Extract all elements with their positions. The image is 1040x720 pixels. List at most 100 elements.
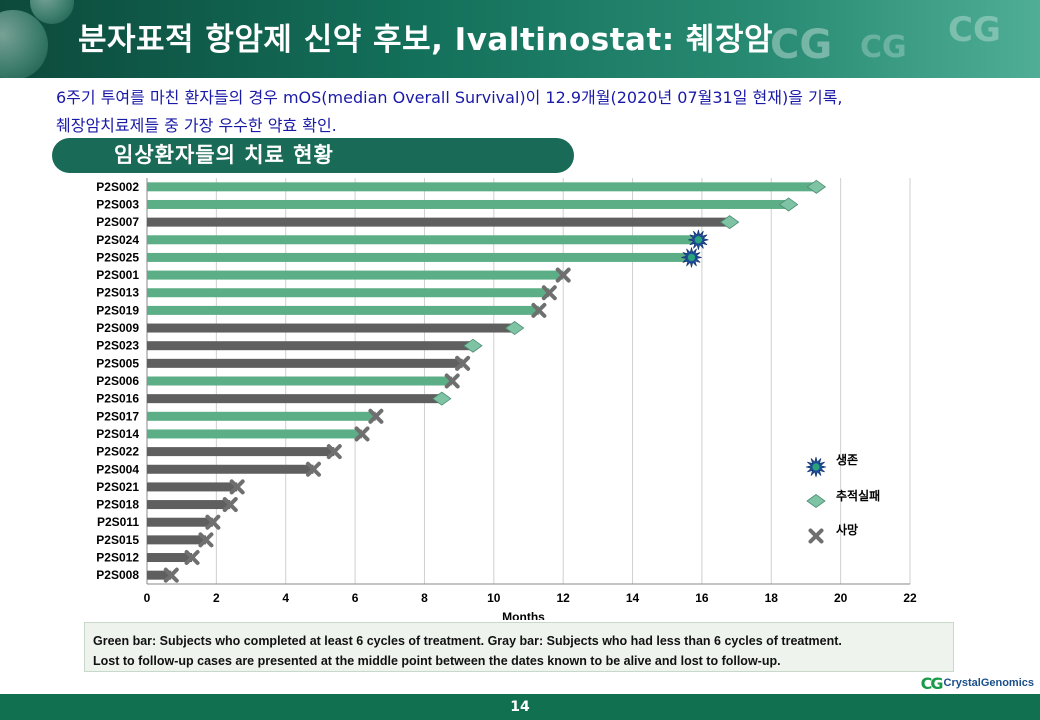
y-tick-label: P2S011 (97, 515, 139, 529)
death-marker-stroke (222, 497, 238, 513)
y-tick-label: P2S012 (96, 551, 139, 565)
y-tick-label: P2S022 (96, 445, 139, 459)
y-tick-label: P2S015 (96, 533, 139, 547)
y-tick-label: P2S009 (96, 321, 139, 335)
y-tick-label: P2S006 (96, 374, 139, 388)
y-tick-label: P2S001 (96, 268, 139, 282)
lost-marker (432, 391, 452, 406)
bar-p2s021 (147, 482, 238, 492)
brand-logo: CG CrystalGenomics (920, 673, 1034, 693)
death-marker-stroke (163, 567, 179, 583)
death-marker-stroke (205, 514, 221, 530)
x-tick-label: 4 (282, 591, 289, 605)
legend-label: 사망 (836, 522, 858, 537)
logo-watermark-icon: CG (770, 22, 833, 68)
intro-text: 6주기 투여를 마친 환자들의 경우 mOS(median Overall Su… (56, 84, 996, 140)
bar-p2s012 (147, 553, 193, 563)
y-tick-label: P2S008 (96, 568, 139, 582)
y-tick-label: P2S004 (96, 462, 139, 476)
death-marker-stroke (531, 302, 547, 318)
death-marker-stroke (198, 532, 214, 548)
lost-marker (719, 215, 740, 230)
y-tick-label: P2S013 (96, 286, 139, 300)
y-tick-label: P2S014 (96, 427, 139, 441)
bar-p2s022 (147, 447, 335, 457)
x-axis-label: Months (502, 610, 545, 620)
lost-marker (463, 338, 483, 353)
brand-mark-icon: CG (920, 673, 944, 693)
footnote-line: Green bar: Subjects who completed at lea… (93, 634, 842, 648)
legend-survive-icon-core (812, 463, 820, 471)
bar-p2s017 (147, 411, 376, 421)
section-title: 임상환자들의 치료 현황 (52, 138, 574, 173)
x-tick-label: 22 (903, 591, 917, 605)
y-tick-label: P2S017 (96, 409, 139, 423)
x-tick-label: 10 (487, 591, 501, 605)
death-marker-stroke (368, 408, 384, 424)
y-tick-label: P2S019 (96, 303, 139, 317)
y-tick-label: P2S016 (96, 392, 139, 406)
death-marker-stroke (305, 461, 321, 477)
death-marker-stroke (326, 444, 342, 460)
death-marker-stroke (541, 285, 557, 301)
bar-p2s018 (147, 500, 231, 510)
bar-p2s019 (147, 305, 539, 315)
bar-p2s002 (147, 182, 817, 192)
bar-p2s003 (147, 199, 789, 209)
x-tick-label: 14 (626, 591, 640, 605)
bar-p2s015 (147, 535, 206, 545)
survive-marker-core (694, 236, 703, 244)
footer-bar: 14 (0, 694, 1040, 720)
intro-line: 췌장암치료제들 중 가장 우수한 약효 확인. (56, 116, 337, 135)
header-banner: CG CG CG 분자표적 항암제 신약 후보, Ivaltinostat: 췌… (0, 0, 1040, 78)
x-tick-label: 0 (144, 591, 151, 605)
page-number: 14 (510, 699, 530, 715)
y-tick-label: P2S021 (96, 480, 139, 494)
x-tick-label: 12 (557, 591, 571, 605)
death-marker-stroke (229, 479, 245, 495)
x-tick-label: 18 (765, 591, 779, 605)
death-marker-stroke (444, 373, 460, 389)
logo-watermark-icon: CG (860, 30, 907, 65)
bar-p2s005 (147, 358, 463, 368)
x-tick-label: 2 (213, 591, 220, 605)
death-marker-stroke (555, 267, 571, 283)
legend-label: 생존 (836, 452, 858, 467)
survive-marker-core (687, 253, 696, 262)
y-tick-label: P2S005 (96, 356, 139, 370)
bar-p2s025 (147, 252, 692, 262)
y-tick-label: P2S007 (96, 215, 139, 229)
bar-p2s023 (147, 341, 474, 351)
death-marker-stroke (184, 550, 200, 566)
x-tick-label: 6 (352, 591, 359, 605)
logo-watermark-icon: CG (948, 10, 1001, 50)
bar-p2s004 (147, 464, 314, 474)
bar-p2s009 (147, 323, 515, 333)
footnote-box: Green bar: Subjects who completed at lea… (84, 622, 954, 672)
intro-line: 6주기 투여를 마친 환자들의 경우 mOS(median Overall Su… (56, 88, 843, 107)
brand-name: CrystalGenomics (943, 677, 1034, 689)
y-tick-label: P2S003 (96, 197, 139, 211)
death-marker-stroke (354, 426, 370, 442)
lost-marker (806, 179, 827, 194)
x-tick-label: 8 (421, 591, 428, 605)
y-tick-label: P2S002 (96, 180, 139, 194)
page-title: 분자표적 항암제 신약 후보, Ivaltinostat: 췌장암 (78, 22, 774, 58)
bar-p2s014 (147, 429, 363, 439)
legend-lost-icon (806, 494, 826, 508)
legend-label: 추적실패 (836, 488, 880, 503)
bar-p2s024 (147, 235, 699, 245)
bar-p2s013 (147, 288, 550, 298)
y-tick-label: P2S023 (96, 339, 139, 353)
bar-p2s008 (147, 570, 172, 580)
swimmer-chart: 0 2 4 6 8 10 12 14 16 18 20 22 Months P2S002 P2S003 P2S… (96, 178, 917, 620)
lost-marker (504, 321, 525, 336)
y-tick-label: P2S024 (96, 233, 139, 247)
bar-p2s006 (147, 376, 453, 386)
bar-p2s001 (147, 270, 564, 280)
y-tick-label: P2S018 (96, 498, 139, 512)
bar-p2s016 (147, 394, 442, 404)
lost-marker (778, 197, 799, 212)
footnote-line: Lost to follow-up cases are presented at… (93, 654, 781, 668)
bar-p2s007 (147, 217, 730, 227)
